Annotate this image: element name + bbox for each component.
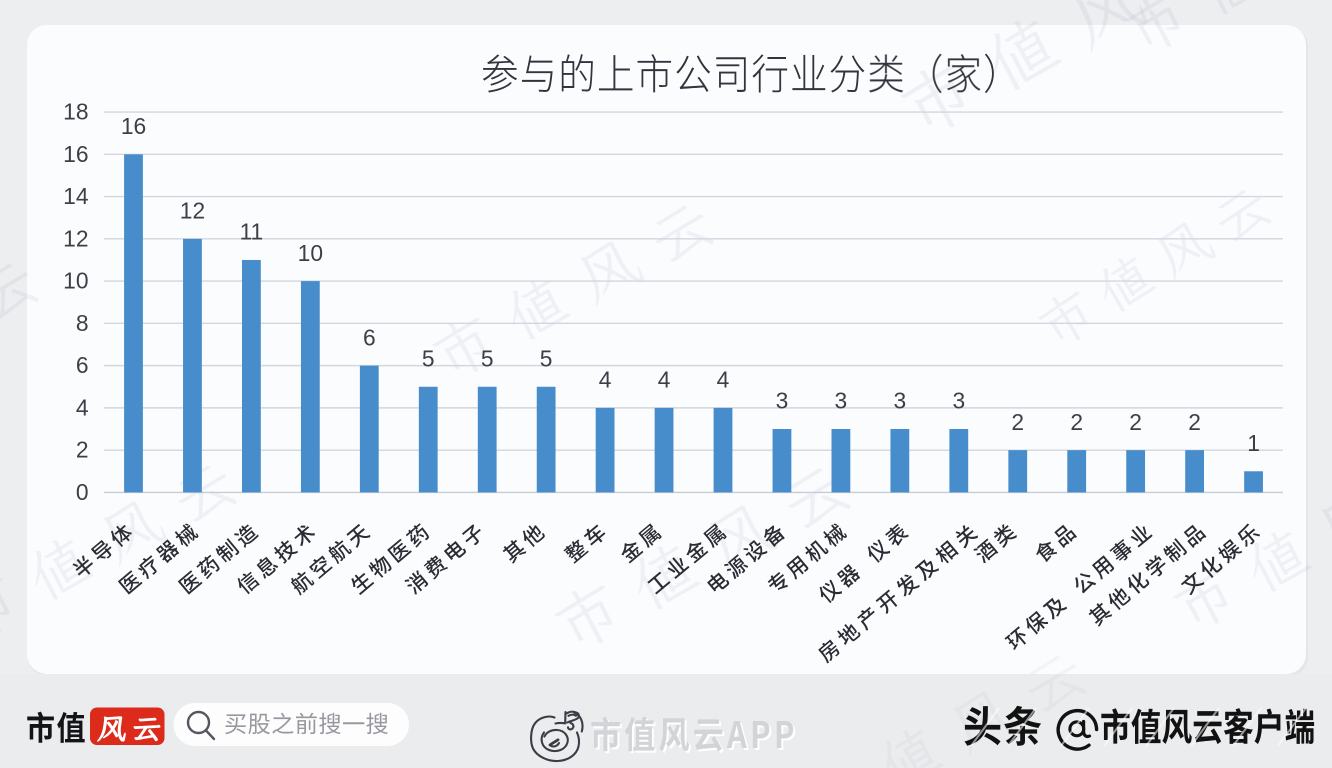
svg-text:12: 12	[63, 225, 88, 251]
svg-text:3: 3	[835, 388, 848, 414]
svg-text:2: 2	[1011, 409, 1024, 435]
svg-text:5: 5	[540, 345, 553, 371]
svg-text:1: 1	[1247, 430, 1260, 456]
svg-text:2: 2	[1070, 409, 1083, 435]
svg-text:10: 10	[298, 240, 323, 266]
svg-text:12: 12	[180, 198, 205, 224]
svg-text:4: 4	[76, 394, 89, 420]
svg-text:3: 3	[952, 388, 965, 414]
svg-text:6: 6	[363, 324, 376, 350]
svg-text:16: 16	[63, 141, 88, 167]
svg-text:4: 4	[717, 367, 730, 393]
svg-text:11: 11	[240, 219, 264, 245]
svg-text:14: 14	[63, 183, 89, 209]
svg-text:2: 2	[76, 437, 89, 463]
svg-text:0: 0	[76, 479, 89, 505]
svg-text:8: 8	[76, 310, 89, 336]
svg-text:3: 3	[776, 388, 789, 414]
svg-text:2: 2	[1129, 409, 1142, 435]
svg-text:18: 18	[63, 99, 88, 125]
svg-text:4: 4	[658, 367, 671, 393]
svg-text:4: 4	[599, 367, 612, 393]
svg-text:3: 3	[894, 388, 907, 414]
svg-text:2: 2	[1188, 409, 1201, 435]
svg-text:5: 5	[422, 345, 435, 371]
svg-text:5: 5	[481, 345, 494, 371]
svg-text:16: 16	[121, 113, 146, 139]
svg-text:6: 6	[76, 352, 89, 378]
svg-text:10: 10	[63, 268, 88, 294]
